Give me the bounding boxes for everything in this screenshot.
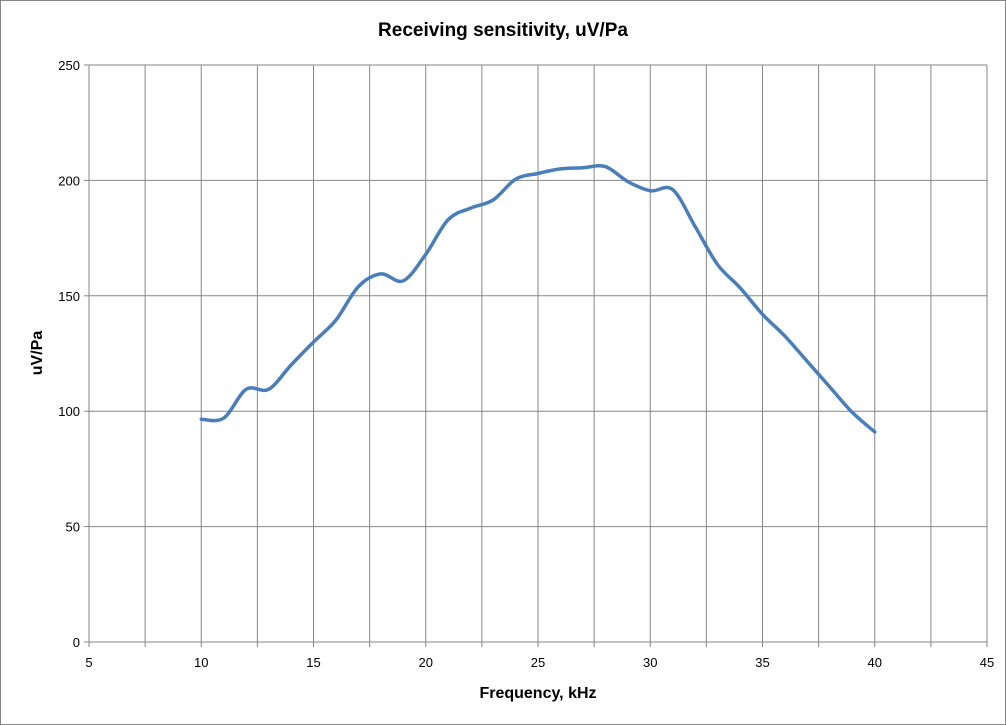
y-tick-label: 150 — [58, 289, 80, 304]
data-point — [693, 225, 697, 229]
chart-title: Receiving sensitivity, uV/Pa — [378, 20, 628, 41]
data-point — [603, 165, 607, 169]
data-point — [671, 188, 675, 192]
data-point — [446, 218, 450, 222]
data-point — [783, 334, 787, 338]
y-tick-label: 50 — [66, 520, 80, 535]
x-tick-label: 15 — [306, 655, 320, 670]
y-axis-title: uV/Pa — [29, 331, 46, 376]
data-point — [356, 285, 360, 289]
data-point — [424, 252, 428, 256]
data-point — [491, 198, 495, 202]
x-tick-label: 40 — [868, 655, 882, 670]
data-point — [222, 416, 226, 420]
data-point — [805, 360, 809, 364]
data-point — [401, 279, 405, 283]
data-point — [850, 410, 854, 414]
x-tick-label: 30 — [643, 655, 657, 670]
y-tick-label: 200 — [58, 173, 80, 188]
y-tick-label: 0 — [73, 635, 80, 650]
y-tick-label: 100 — [58, 404, 80, 419]
data-point — [536, 171, 540, 175]
x-tick-label: 20 — [419, 655, 433, 670]
data-point — [199, 417, 203, 421]
y-tick-label: 250 — [58, 58, 80, 73]
gridlines — [89, 64, 988, 642]
data-point — [469, 206, 473, 210]
data-point — [761, 312, 765, 316]
data-point — [379, 272, 383, 276]
data-point — [581, 166, 585, 170]
x-tick-label: 10 — [194, 655, 208, 670]
data-point — [626, 180, 630, 184]
data-point — [648, 189, 652, 193]
data-point — [828, 385, 832, 389]
data-point — [312, 340, 316, 344]
x-tick-label: 45 — [980, 655, 994, 670]
x-tick-label: 35 — [755, 655, 769, 670]
data-point — [716, 263, 720, 267]
data-point — [289, 363, 293, 367]
data-point — [244, 387, 248, 391]
series-layer — [199, 163, 877, 434]
x-tick-label: 5 — [85, 655, 92, 670]
data-point — [558, 167, 562, 171]
data-point — [334, 318, 338, 322]
data-point — [267, 387, 271, 391]
x-axis-title: Frequency, kHz — [479, 685, 596, 702]
data-point — [738, 286, 742, 290]
tick-labels: 0 50 100 150 200 250 5 10 15 20 25 30 35 40 45 — [58, 58, 994, 670]
axes — [84, 64, 988, 647]
x-tick-label: 25 — [531, 655, 545, 670]
data-point — [514, 177, 518, 181]
data-point — [873, 430, 877, 434]
series-line — [199, 163, 877, 434]
